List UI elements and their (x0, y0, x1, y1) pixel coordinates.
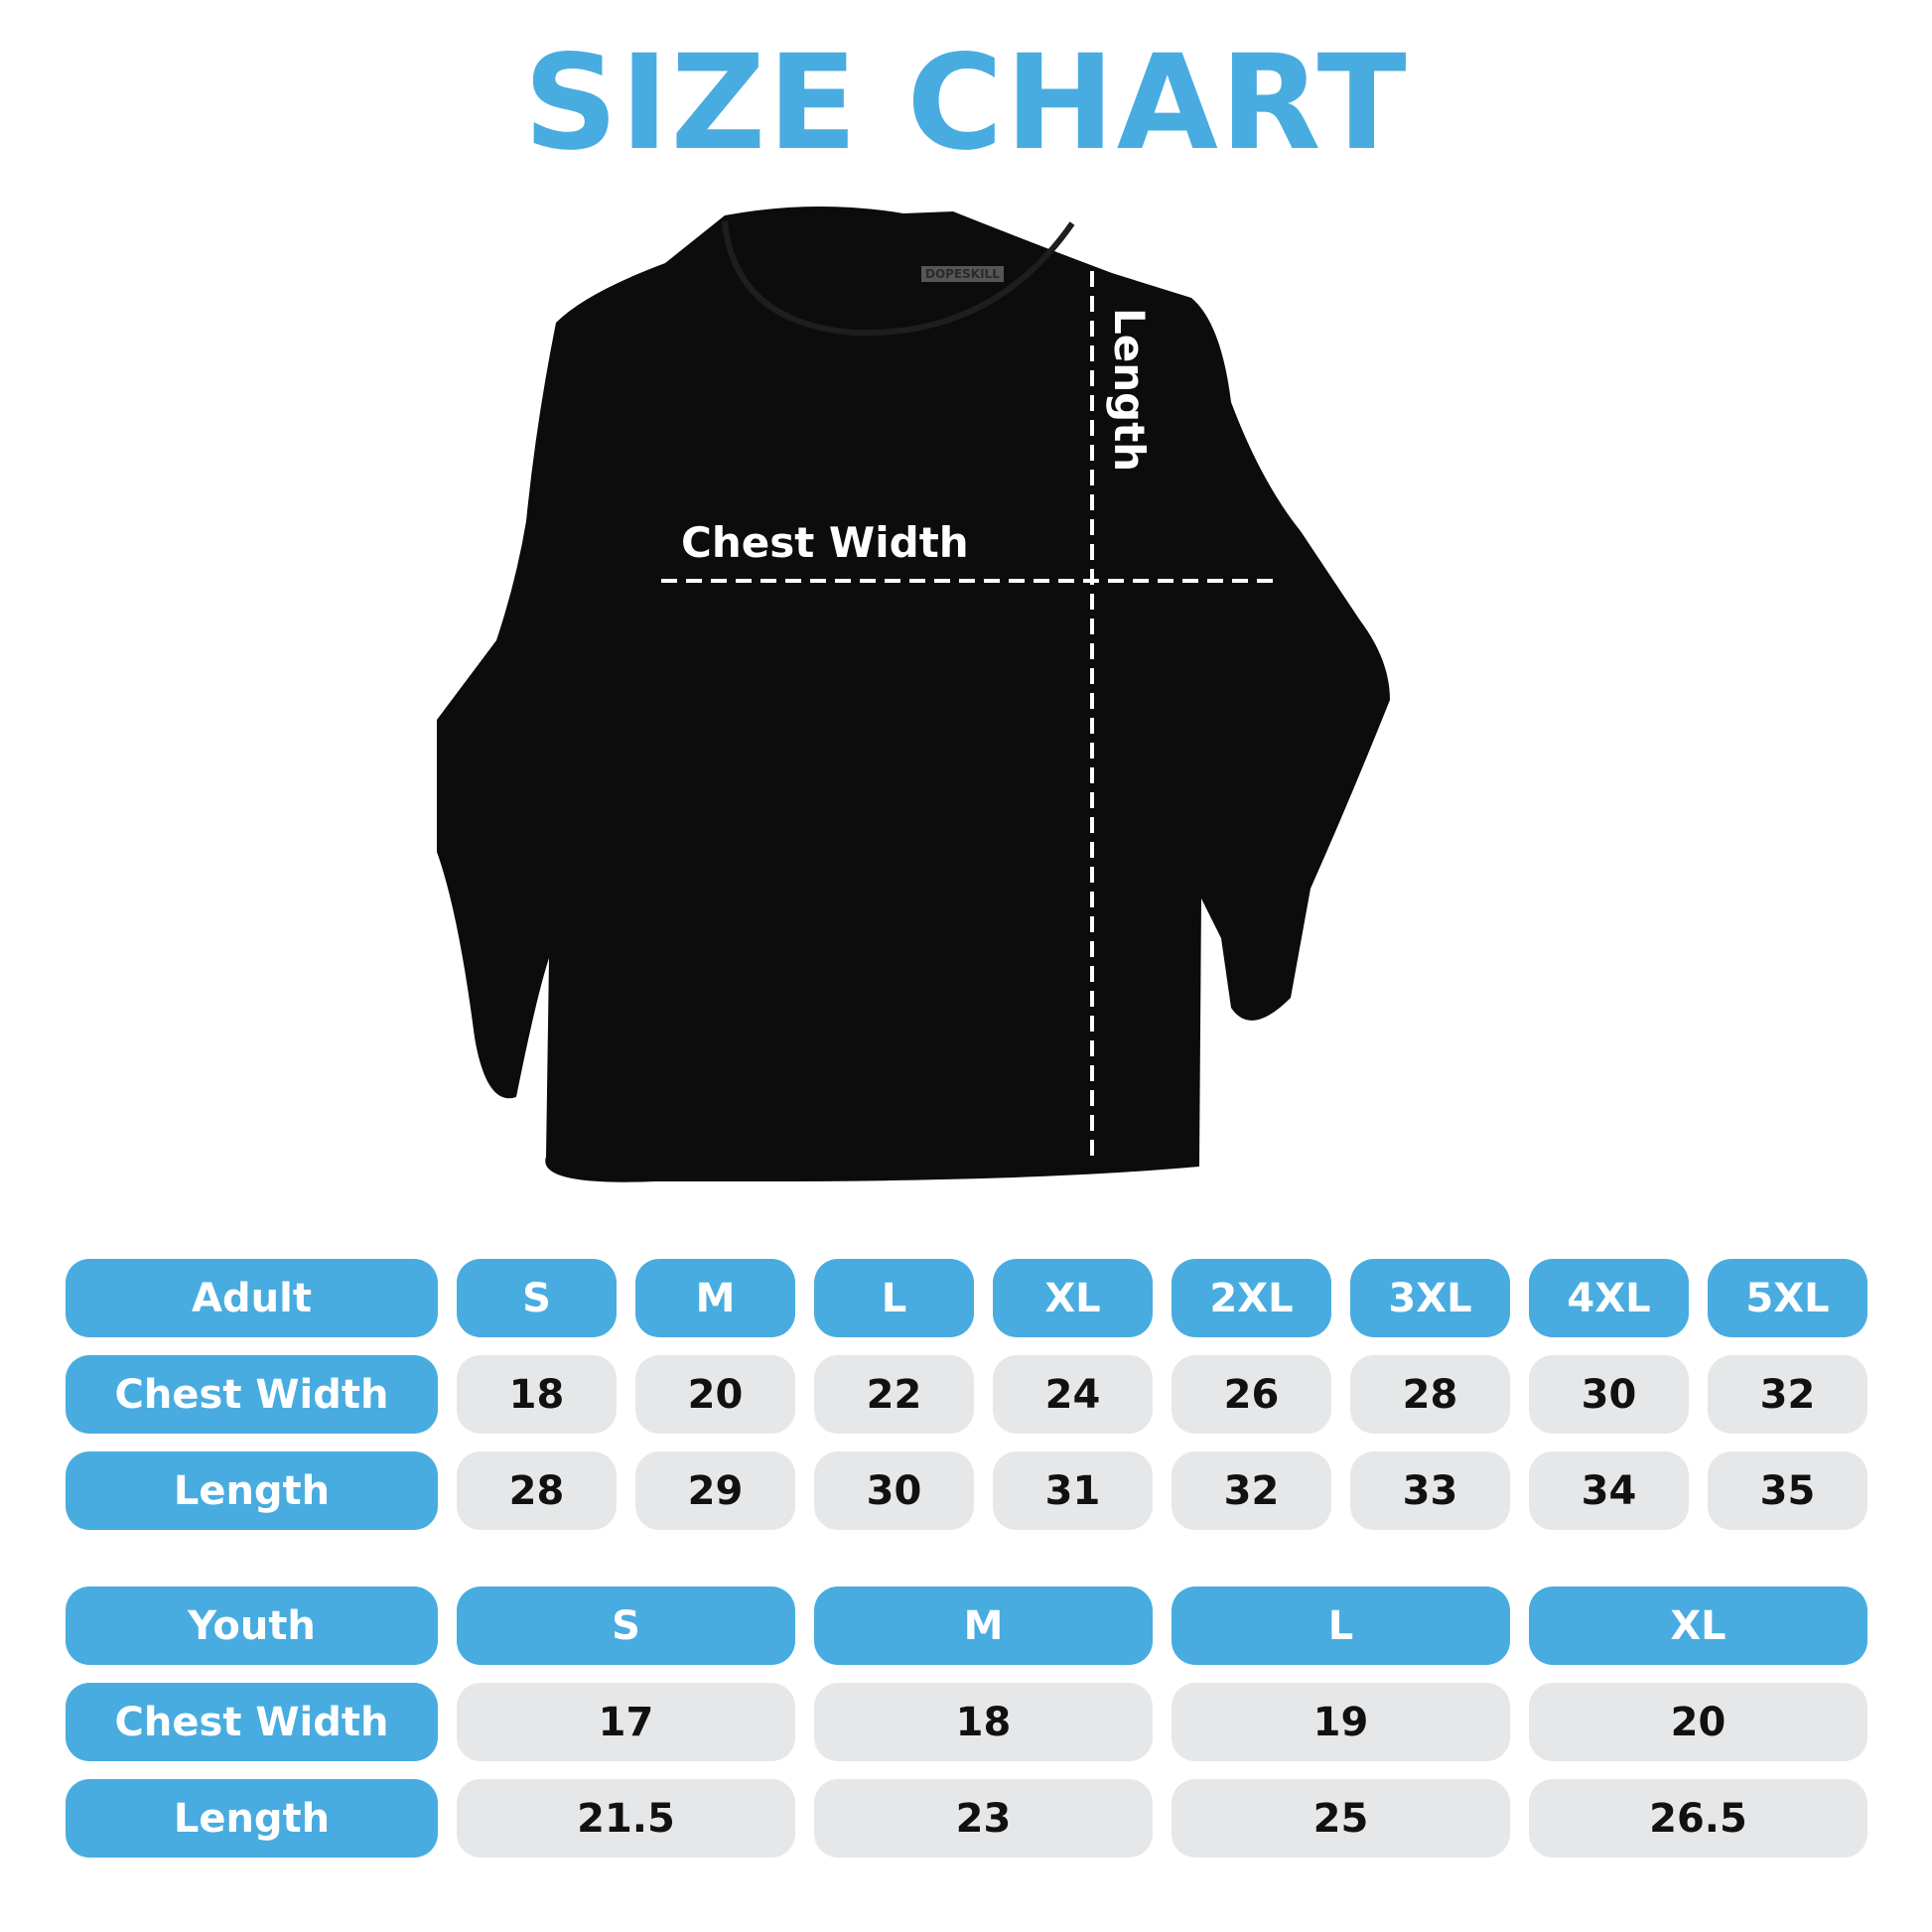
size-header: XL (993, 1259, 1153, 1337)
adult-size-table: Adult S M L XL 2XL 3XL 4XL 5XL Chest Wid… (66, 1259, 1868, 1548)
youth-size-table: Youth S M L XL Chest Width 17 18 19 20 L… (66, 1587, 1868, 1875)
size-header: L (814, 1259, 974, 1337)
table-cell: 31 (993, 1451, 1153, 1530)
row-label: Length (66, 1451, 438, 1530)
table-cell: 26.5 (1529, 1779, 1867, 1858)
table-row: Chest Width 17 18 19 20 (66, 1683, 1868, 1761)
table-row: Chest Width 18 20 22 24 26 28 30 32 (66, 1355, 1868, 1434)
table-cell: 22 (814, 1355, 974, 1434)
size-header: 2XL (1172, 1259, 1331, 1337)
row-label: Adult (66, 1259, 438, 1337)
table-cell: 21.5 (457, 1779, 795, 1858)
size-header: L (1172, 1587, 1510, 1665)
row-label: Chest Width (66, 1683, 438, 1761)
table-cell: 32 (1708, 1355, 1867, 1434)
table-cell: 30 (814, 1451, 974, 1530)
table-cell: 34 (1529, 1451, 1689, 1530)
size-header: S (457, 1587, 795, 1665)
table-cell: 25 (1172, 1779, 1510, 1858)
table-row: Length 21.5 23 25 26.5 (66, 1779, 1868, 1858)
shirt-image (437, 207, 1390, 1182)
table-cell: 33 (1350, 1451, 1510, 1530)
size-header: M (814, 1587, 1153, 1665)
brand-tag: DOPESKILL (921, 266, 1004, 282)
length-label: Length (1105, 308, 1154, 473)
table-row-header: Adult S M L XL 2XL 3XL 4XL 5XL (66, 1259, 1868, 1337)
table-cell: 32 (1172, 1451, 1331, 1530)
row-label: Length (66, 1779, 438, 1858)
table-cell: 20 (635, 1355, 795, 1434)
size-header: XL (1529, 1587, 1867, 1665)
table-cell: 20 (1529, 1683, 1867, 1761)
table-cell: 17 (457, 1683, 795, 1761)
table-cell: 24 (993, 1355, 1153, 1434)
shirt-collar (722, 220, 1075, 337)
shirt-silhouette (437, 207, 1390, 1182)
size-header: S (457, 1259, 617, 1337)
table-cell: 28 (1350, 1355, 1510, 1434)
size-header: M (635, 1259, 795, 1337)
table-row: Length 28 29 30 31 32 33 34 35 (66, 1451, 1868, 1530)
size-header: 4XL (1529, 1259, 1689, 1337)
size-header: 5XL (1708, 1259, 1867, 1337)
table-row-header: Youth S M L XL (66, 1587, 1868, 1665)
row-label: Youth (66, 1587, 438, 1665)
table-cell: 29 (635, 1451, 795, 1530)
table-cell: 26 (1172, 1355, 1331, 1434)
table-cell: 19 (1172, 1683, 1510, 1761)
table-cell: 35 (1708, 1451, 1867, 1530)
table-cell: 28 (457, 1451, 617, 1530)
table-cell: 18 (814, 1683, 1153, 1761)
row-label: Chest Width (66, 1355, 438, 1434)
page-title: SIZE CHART (523, 27, 1409, 180)
table-cell: 30 (1529, 1355, 1689, 1434)
table-cell: 18 (457, 1355, 617, 1434)
table-cell: 23 (814, 1779, 1153, 1858)
size-header: 3XL (1350, 1259, 1510, 1337)
chest-width-label: Chest Width (681, 518, 969, 567)
